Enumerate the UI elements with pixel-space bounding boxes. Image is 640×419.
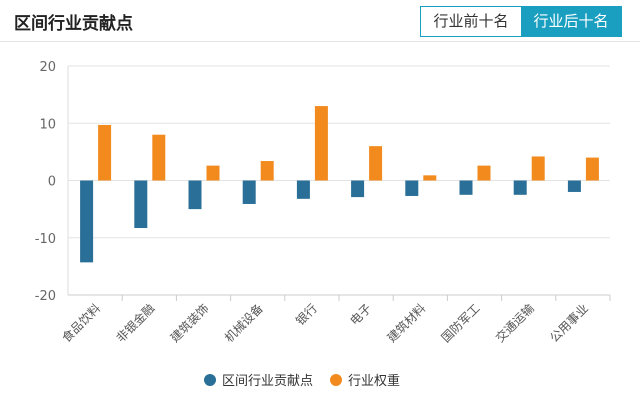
bar-contribution [80, 180, 94, 263]
x-tick-label: 银行 [293, 301, 320, 328]
bar-contribution [459, 180, 473, 195]
bar-contribution [351, 180, 365, 198]
tab-bottom-ten[interactable]: 行业后十名 [521, 7, 621, 36]
tab-top-ten[interactable]: 行业前十名 [421, 7, 521, 36]
bar-weight [369, 146, 383, 181]
x-tick-label: 建筑装饰 [167, 301, 212, 346]
y-tick-label: -10 [35, 232, 56, 247]
bar-contribution [513, 180, 527, 195]
panel-title: 区间行业贡献点 [14, 14, 133, 34]
bar-weight [314, 106, 328, 181]
bar-contribution [296, 180, 310, 199]
header-divider [0, 41, 640, 42]
bar-weight [423, 175, 437, 181]
legend-marker [204, 374, 216, 386]
x-tick-label: 交通运输 [492, 301, 537, 346]
bar-contribution [567, 180, 581, 192]
y-tick-label: 20 [39, 60, 56, 75]
bar-weight [260, 161, 274, 181]
legend-label: 行业权重 [348, 373, 400, 389]
legend-marker [330, 374, 342, 386]
bar-contribution [405, 180, 419, 196]
ranking-tabs: 行业前十名 行业后十名 [420, 6, 622, 37]
x-tick-label: 建筑材料 [384, 301, 429, 346]
bar-weight [98, 124, 112, 181]
bar-weight [477, 165, 491, 181]
bar-weight [531, 156, 545, 181]
x-tick-label: 国防军工 [438, 301, 483, 346]
bar-weight [206, 165, 220, 181]
x-tick-label: 机械设备 [221, 301, 266, 346]
x-tick-label: 食品饮料 [59, 301, 104, 346]
bar-contribution [134, 180, 148, 229]
x-tick-label: 公用事业 [547, 301, 591, 345]
bar-weight [585, 157, 599, 181]
x-tick-label: 非银金融 [113, 301, 158, 346]
y-tick-label: -20 [35, 289, 56, 304]
bar-contribution [188, 180, 202, 210]
bar-weight [152, 134, 166, 181]
bar-contribution [242, 180, 256, 204]
legend-label: 区间行业贡献点 [222, 374, 313, 389]
x-tick-label: 电子 [347, 301, 374, 328]
y-tick-label: 10 [39, 117, 56, 132]
y-tick-label: 0 [48, 175, 56, 190]
